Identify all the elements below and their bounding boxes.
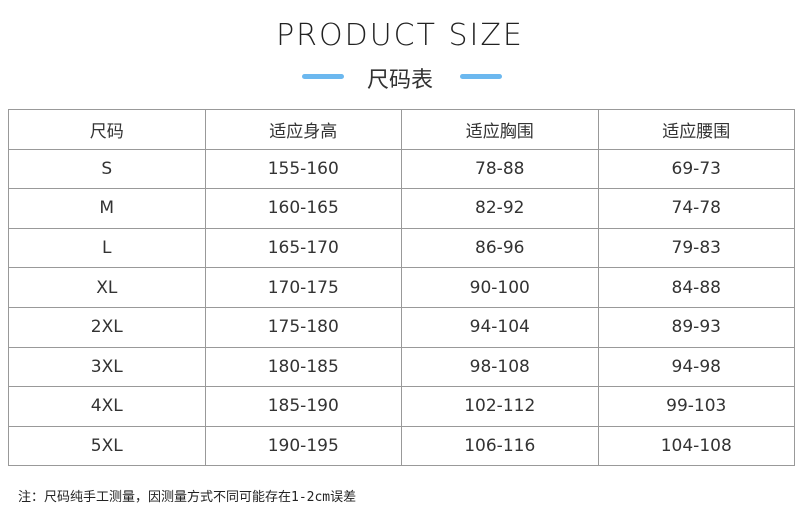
column-header: 适应身高 [204, 109, 402, 150]
table-cell: 98-108 [401, 346, 599, 388]
table-row: XL 170-175 90-100 84-88 [8, 267, 795, 308]
table-cell: 175-180 [204, 306, 402, 348]
table-row: L 165-170 86-96 79-83 [8, 227, 795, 269]
page-title: PRODUCT SIZE [276, 18, 524, 53]
measurement-note: 注：尺码纯手工测量，因测量方式不同可能存在1-2cm误差 [18, 490, 357, 505]
table-cell: S [8, 148, 206, 190]
table-cell: XL [8, 267, 206, 308]
table-cell: 3XL [8, 346, 206, 388]
size-table: 尺码 适应身高 适应胸围 适应腰围 S 155-160 78-88 69-73 M 160-165… [8, 109, 795, 467]
table-cell: 78-88 [401, 148, 599, 190]
table-cell: 99-103 [597, 386, 795, 427]
table-cell: 69-73 [597, 148, 795, 190]
table-cell: 82-92 [401, 188, 599, 229]
table-cell: 90-100 [401, 267, 599, 308]
table-cell: 79-83 [597, 227, 795, 269]
table-cell: 185-190 [204, 386, 402, 427]
table-cell: 165-170 [204, 227, 402, 269]
left-accent-bar [302, 74, 344, 79]
table-cell: 86-96 [401, 227, 599, 269]
subtitle: 尺码表 [366, 68, 433, 93]
table-cell: L [8, 227, 206, 269]
table-cell: 160-165 [204, 188, 402, 229]
table-cell: 190-195 [204, 425, 402, 467]
table-row: M 160-165 82-92 74-78 [8, 188, 795, 229]
table-cell: 89-93 [597, 306, 795, 348]
table-cell: 4XL [8, 386, 206, 427]
table-cell: 94-104 [401, 306, 599, 348]
table-cell: 170-175 [204, 267, 402, 308]
table-cell: 104-108 [597, 425, 795, 467]
table-cell: 102-112 [401, 386, 599, 427]
table-cell: 5XL [8, 425, 206, 467]
column-header: 适应胸围 [401, 109, 599, 150]
column-header: 尺码 [8, 109, 206, 150]
table-cell: 106-116 [401, 425, 599, 467]
right-accent-bar [460, 74, 502, 79]
table-cell: 94-98 [597, 346, 795, 388]
table-cell: 2XL [8, 306, 206, 348]
table-row: 4XL 185-190 102-112 99-103 [8, 386, 795, 427]
table-row: S 155-160 78-88 69-73 [8, 148, 795, 190]
table-cell: 155-160 [204, 148, 402, 190]
table-row: 2XL 175-180 94-104 89-93 [8, 306, 795, 348]
table-cell: M [8, 188, 206, 229]
table-cell: 180-185 [204, 346, 402, 388]
table-cell: 84-88 [597, 267, 795, 308]
table-row: 5XL 190-195 106-116 104-108 [8, 425, 795, 467]
column-header: 适应腰围 [597, 109, 795, 150]
table-cell: 74-78 [597, 188, 795, 229]
table-row: 3XL 180-185 98-108 94-98 [8, 346, 795, 388]
table-header-row: 尺码 适应身高 适应胸围 适应腰围 [8, 109, 795, 150]
